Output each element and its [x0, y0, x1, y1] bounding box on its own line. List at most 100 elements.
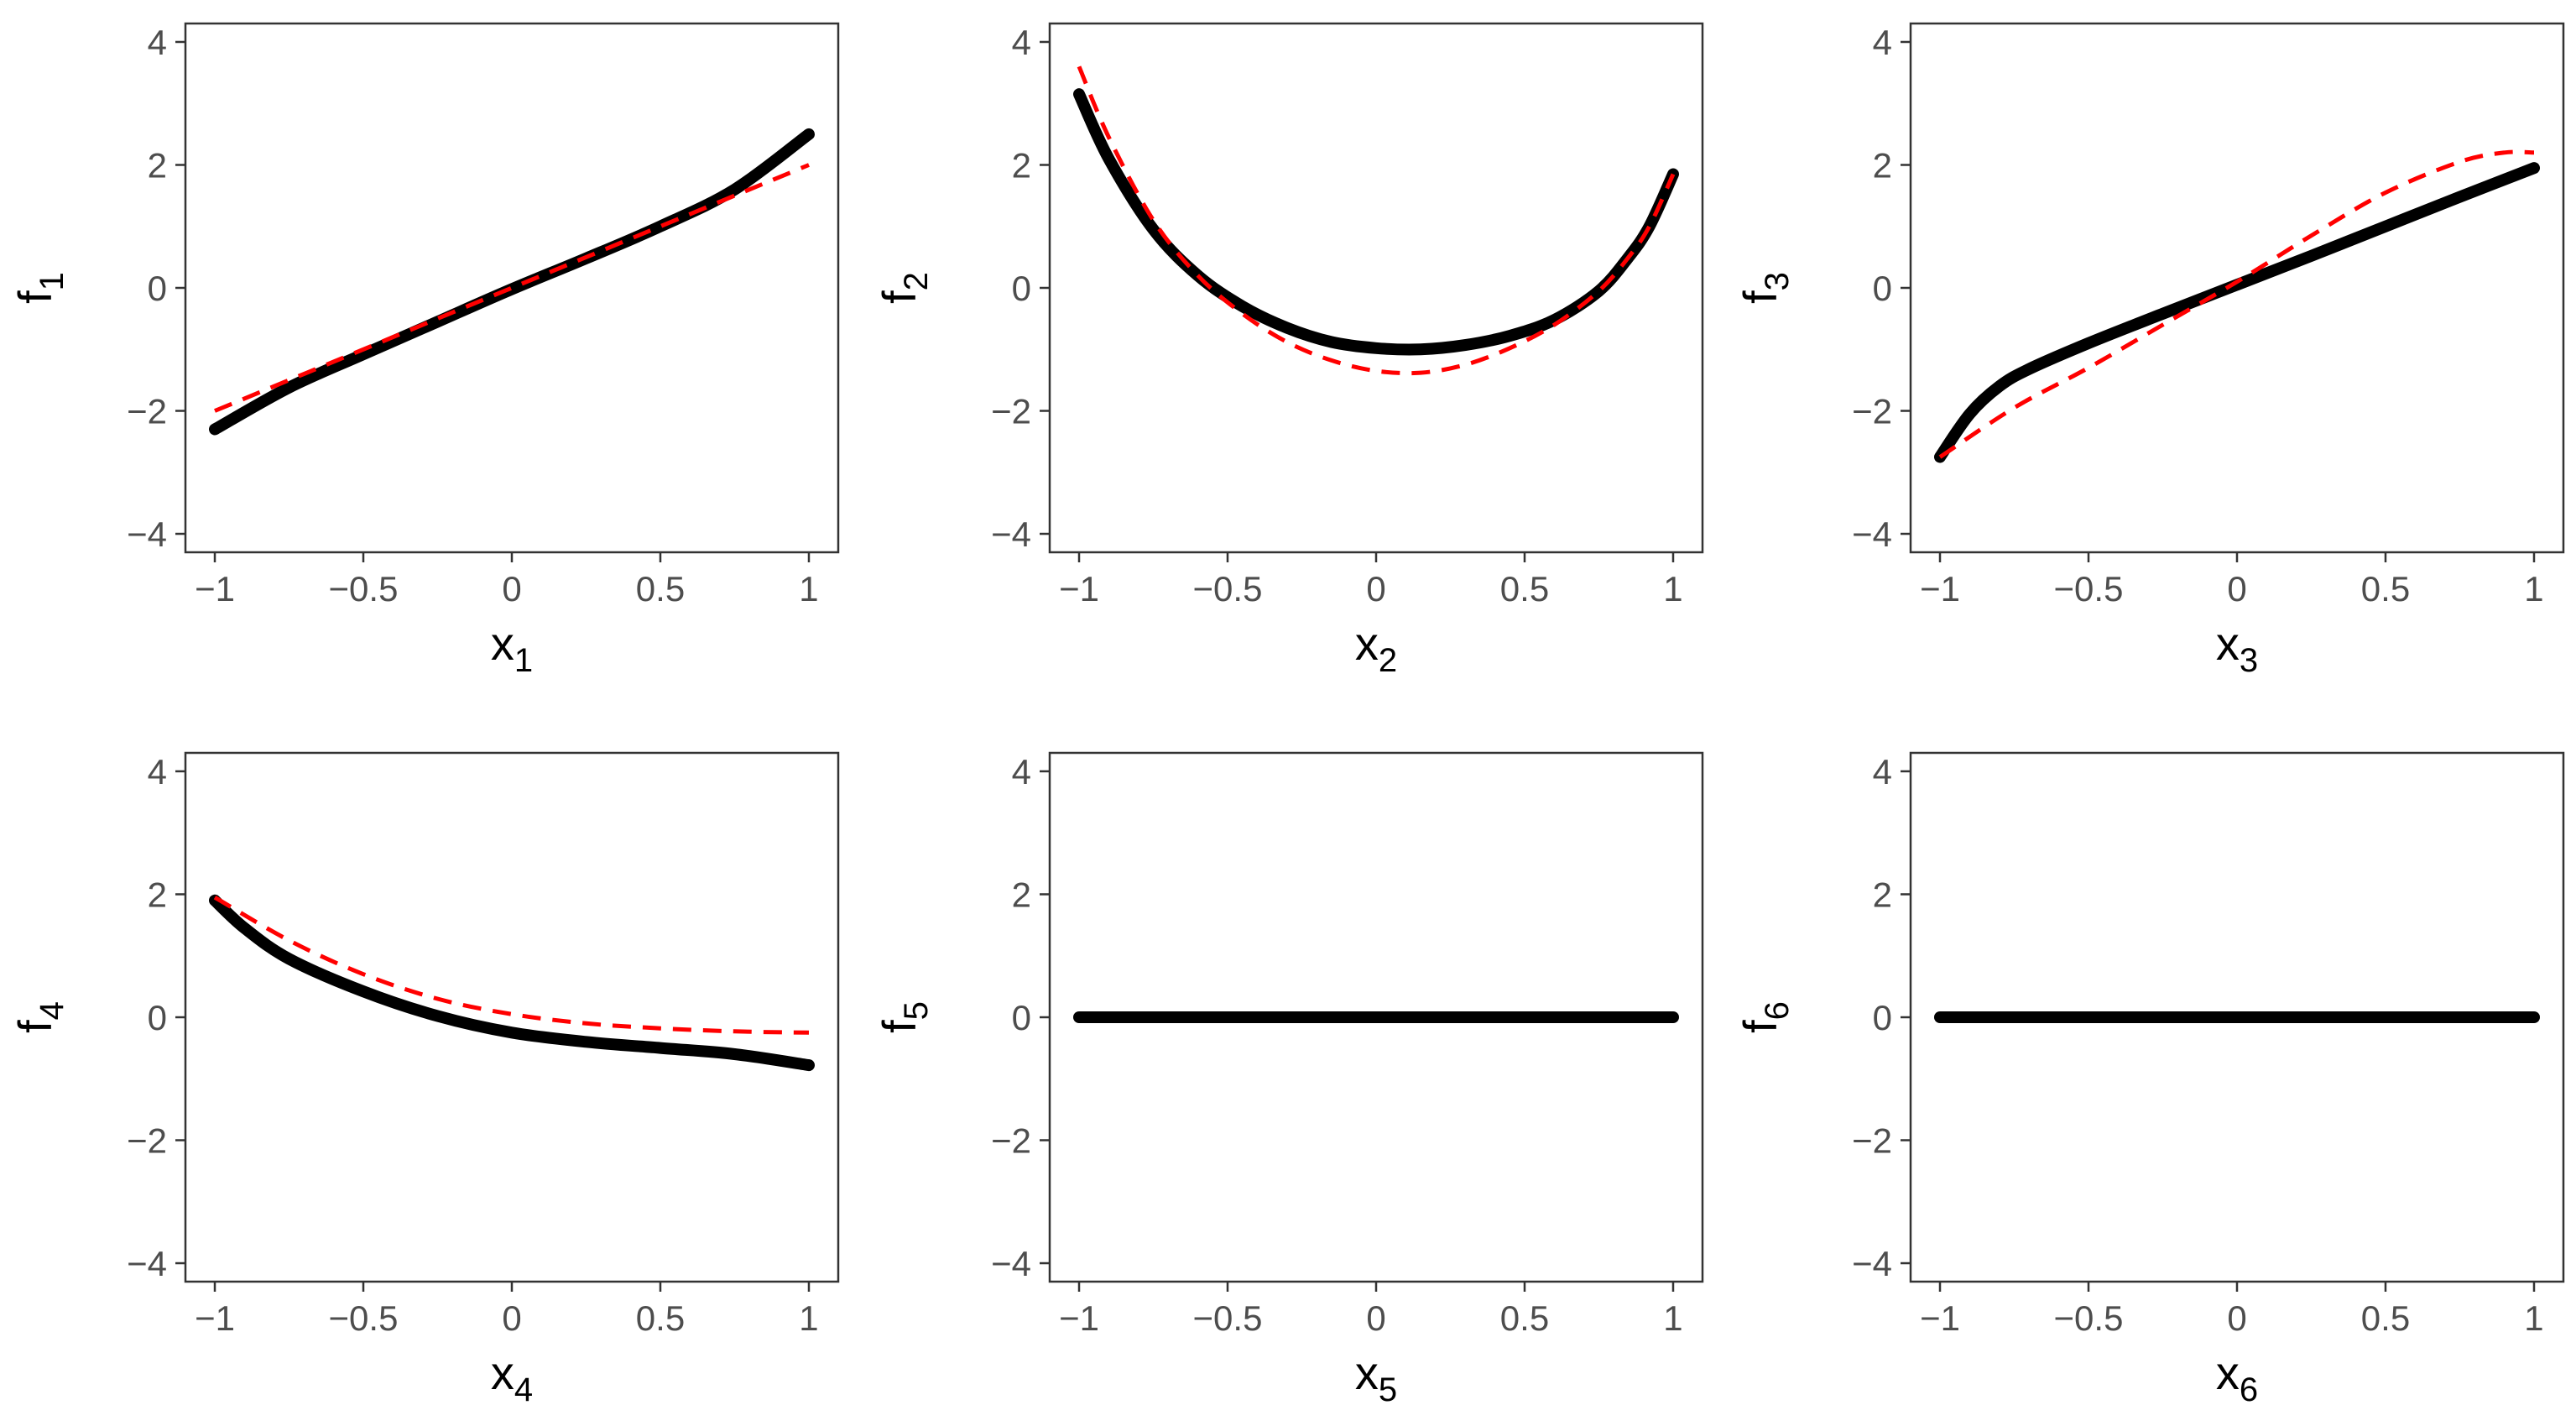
y-tick-label: −4: [991, 1244, 1031, 1283]
x-axis-title: x5: [1355, 1346, 1397, 1408]
y-axis-subscript: 6: [1759, 1001, 1796, 1020]
x-axis-subscript: 4: [514, 1371, 533, 1408]
y-tick-label: 2: [1873, 145, 1892, 185]
x-tick-label: 0.5: [2361, 1298, 2410, 1338]
x-axis-subscript: 1: [514, 642, 533, 679]
x-axis-title: x4: [491, 1346, 533, 1408]
y-tick-label: 2: [148, 875, 167, 914]
x-tick-label: 0.5: [1500, 569, 1549, 609]
y-tick-label: 4: [1012, 752, 1031, 791]
x-tick-label: −0.5: [329, 1298, 399, 1338]
panel-4: −4 −2 0 2 4 −1 −0.5 0 0.5 1 x4 f4: [8, 751, 840, 1408]
x-axis-title: x2: [1355, 617, 1397, 679]
x-tick-label: −1: [195, 1298, 235, 1338]
x-tick-label: −0.5: [2054, 1298, 2124, 1338]
dashed-curve-2: [1077, 65, 1676, 376]
y-tick-label: 2: [1873, 875, 1892, 914]
dashed-curve-4: [213, 896, 810, 1035]
y-tick-label: −4: [1852, 1244, 1892, 1283]
y-tick-label: −4: [127, 1244, 167, 1283]
x-tick-label: −1: [195, 569, 235, 609]
y-axis-subscript: 5: [898, 1001, 935, 1020]
y-tick-label: 0: [148, 998, 167, 1037]
x-axis-subscript: 5: [1379, 1371, 1397, 1408]
panel-6: −4 −2 0 2 4 −1 −0.5 0 0.5 1 x6 f6: [1734, 751, 2565, 1408]
x-tick-label: 0: [2227, 569, 2246, 609]
y-tick-label: 4: [1012, 23, 1031, 62]
y-tick-label: 2: [1012, 145, 1031, 185]
y-tick-label: −2: [127, 392, 167, 431]
y-tick-label: 0: [148, 269, 167, 308]
x-tick-label: 0.5: [636, 1298, 685, 1338]
solid-curve-3: [1934, 162, 2540, 463]
x-tick-label: 0: [1366, 569, 1385, 609]
y-tick-label: −4: [991, 515, 1031, 554]
x-tick-label: −1: [1920, 569, 1960, 609]
y-tick-label: −4: [127, 515, 167, 554]
y-tick-label: 0: [1873, 269, 1892, 308]
dashed-curve-1: [214, 163, 810, 413]
y-axis-title: f4: [8, 1001, 70, 1033]
y-tick-label: 4: [1873, 23, 1892, 62]
x-tick-label: 1: [1663, 569, 1682, 609]
x-tick-label: 1: [799, 1298, 818, 1338]
x-tick-label: 1: [2524, 1298, 2543, 1338]
y-tick-label: 4: [148, 752, 167, 791]
x-tick-label: −0.5: [329, 569, 399, 609]
x-axis-title: x6: [2216, 1346, 2258, 1408]
y-axis-title: f5: [873, 1001, 935, 1033]
y-axis-subscript: 2: [898, 272, 935, 290]
y-tick-label: −2: [1852, 392, 1892, 431]
x-tick-label: −1: [1059, 1298, 1099, 1338]
y-tick-label: 4: [148, 23, 167, 62]
x-axis-subscript: 3: [2240, 642, 2258, 679]
panel-3: −4 −2 0 2 4 −1 −0.5 0 0.5 1 x3 f3: [1734, 22, 2565, 679]
y-tick-label: 0: [1873, 998, 1892, 1037]
panel-5: −4 −2 0 2 4 −1 −0.5 0 0.5 1 x5 f5: [873, 751, 1704, 1408]
x-tick-label: 0: [1366, 1298, 1385, 1338]
x-tick-label: −1: [1920, 1298, 1960, 1338]
x-tick-label: −0.5: [2054, 569, 2124, 609]
y-axis-subscript: 4: [34, 1001, 70, 1020]
x-axis-title: x1: [491, 617, 533, 679]
solid-curve-4: [209, 894, 815, 1072]
y-tick-label: 0: [1012, 269, 1031, 308]
x-tick-label: 0.5: [2361, 569, 2410, 609]
x-tick-label: 1: [799, 569, 818, 609]
y-axis-title: f6: [1734, 1001, 1796, 1033]
y-axis-subscript: 3: [1759, 272, 1796, 290]
y-tick-label: −4: [1852, 515, 1892, 554]
dashed-curve-3: [1938, 149, 2535, 459]
panel-frame: [184, 751, 840, 1283]
y-axis-title: f1: [8, 272, 70, 304]
y-tick-label: −2: [991, 1121, 1031, 1161]
x-tick-label: 0: [2227, 1298, 2246, 1338]
x-tick-label: −0.5: [1193, 1298, 1263, 1338]
y-tick-label: 0: [1012, 998, 1031, 1037]
x-axis-subscript: 2: [1379, 642, 1397, 679]
y-tick-label: 2: [148, 145, 167, 185]
solid-curve-1: [209, 128, 815, 436]
x-tick-label: 0: [502, 569, 521, 609]
y-tick-label: −2: [991, 392, 1031, 431]
x-tick-label: 1: [1663, 1298, 1682, 1338]
y-axis-title: f3: [1734, 272, 1796, 304]
y-axis-subscript: 1: [34, 272, 70, 290]
x-axis-subscript: 6: [2240, 1371, 2258, 1408]
x-tick-label: −1: [1059, 569, 1099, 609]
panel-2: −4 −2 0 2 4 −1 −0.5 0 0.5 1 x2 f2: [873, 22, 1704, 679]
x-tick-label: 0: [502, 1298, 521, 1338]
x-axis-title: x3: [2216, 617, 2258, 679]
x-tick-label: 0.5: [1500, 1298, 1549, 1338]
solid-curve-2: [1073, 88, 1679, 356]
y-tick-label: −2: [1852, 1121, 1892, 1161]
y-tick-label: −2: [127, 1121, 167, 1161]
y-axis-title: f2: [873, 272, 935, 304]
x-tick-label: 0.5: [636, 569, 685, 609]
x-tick-label: 1: [2524, 569, 2543, 609]
y-tick-label: 2: [1012, 875, 1031, 914]
y-tick-label: 4: [1873, 752, 1892, 791]
x-tick-label: −0.5: [1193, 569, 1263, 609]
